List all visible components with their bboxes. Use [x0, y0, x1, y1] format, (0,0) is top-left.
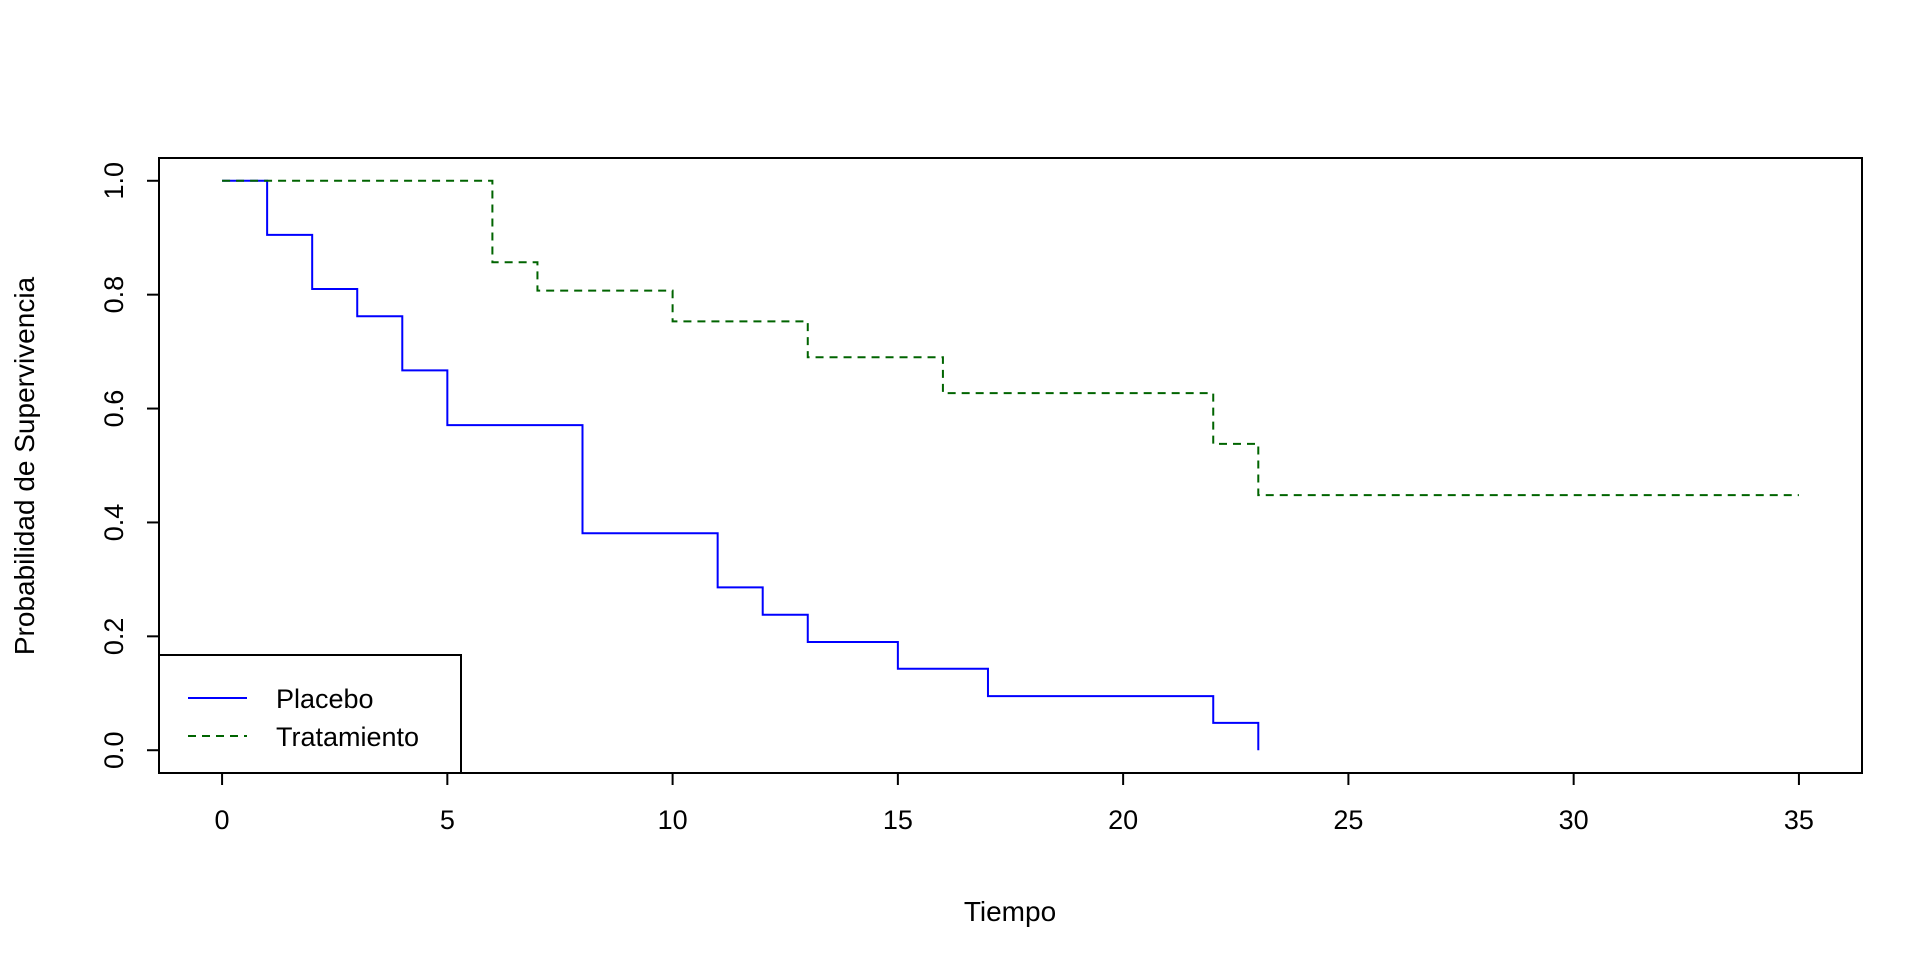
- series-line-placebo: [222, 179, 1260, 751]
- legend-label-tratamiento: Tratamiento: [276, 722, 419, 752]
- y-tick-label: 1.0: [99, 162, 129, 200]
- y-tick-label: 0.0: [99, 731, 129, 769]
- x-tick-label: 30: [1559, 805, 1589, 835]
- series-layer: [222, 179, 1799, 751]
- x-tick-label: 25: [1333, 805, 1363, 835]
- y-axis: 0.0 0.2 0.4 0.6 0.8 1.0: [99, 162, 160, 769]
- legend-box: [158, 654, 462, 774]
- x-tick-label: 5: [440, 805, 455, 835]
- y-tick-label: 0.8: [99, 276, 129, 314]
- x-axis-title: Tiempo: [964, 896, 1056, 927]
- x-tick-label: 35: [1784, 805, 1814, 835]
- y-axis-title: Probabilidad de Supervivencia: [9, 276, 40, 655]
- x-tick-label: 10: [658, 805, 688, 835]
- x-tick-label: 15: [883, 805, 913, 835]
- series-line-tratamiento: [222, 179, 1799, 497]
- y-tick-label: 0.2: [99, 618, 129, 656]
- y-tick-label: 0.4: [99, 504, 129, 542]
- y-tick-label: 0.6: [99, 390, 129, 428]
- x-tick-label: 0: [215, 805, 230, 835]
- legend: Placebo Tratamiento: [158, 654, 462, 774]
- legend-label-placebo: Placebo: [276, 684, 374, 714]
- x-axis: 0 5 10 15 20 25 30 35: [215, 772, 1814, 835]
- x-tick-label: 20: [1108, 805, 1138, 835]
